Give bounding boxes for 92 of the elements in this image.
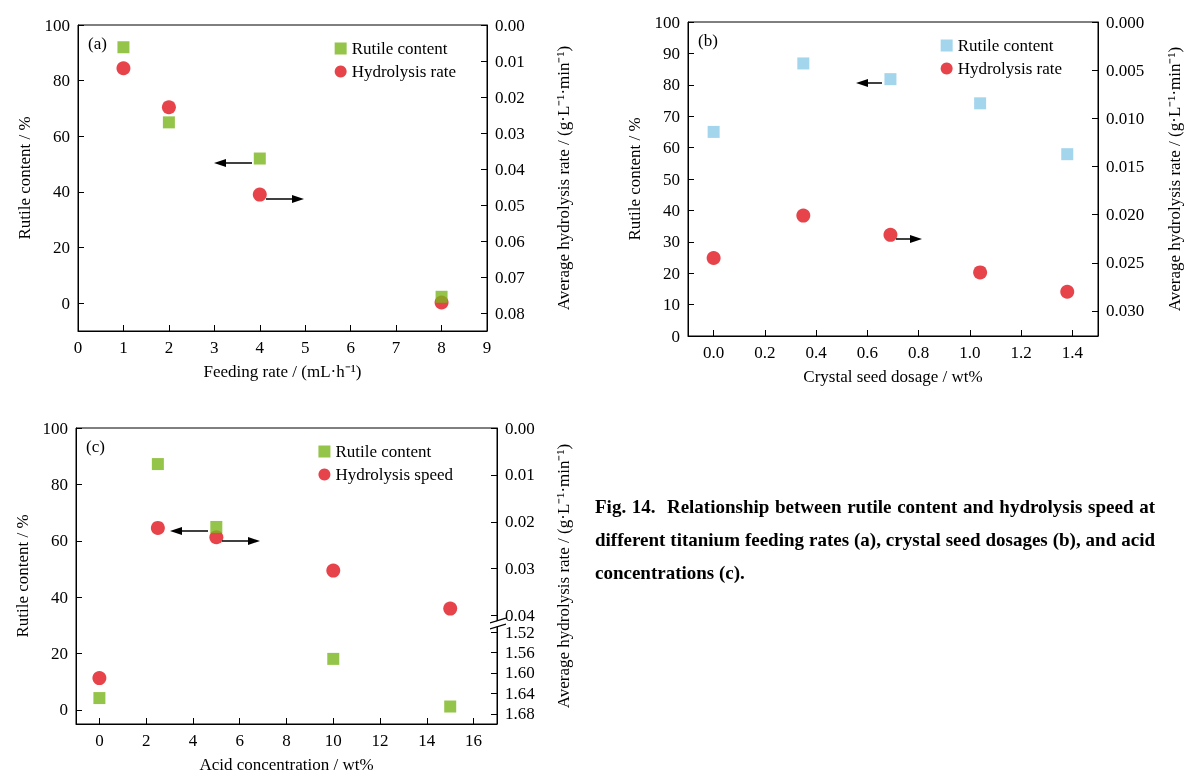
- x-tick-label: 1.2: [1010, 343, 1032, 362]
- x-tick-label: 9: [482, 338, 492, 357]
- x-tick-label: 0: [95, 731, 104, 750]
- y-tick-label: 100: [654, 12, 680, 32]
- y-tick-label: 0: [59, 700, 68, 720]
- y2-axis-title: Average hydrolysis rate / (g·L⁻¹·min⁻¹): [1165, 46, 1184, 312]
- y-tick-label: 100: [42, 418, 68, 438]
- x-tick-label: 14: [418, 731, 436, 750]
- y-tick-label: 60: [53, 126, 70, 146]
- y-tick-label: 20: [51, 644, 68, 664]
- legend-label: Rutile content: [351, 39, 448, 58]
- x-tick-label: 1: [119, 338, 128, 357]
- y2-tick-label: 0.020: [1106, 205, 1145, 225]
- y2-tick-label: 0.00: [495, 15, 525, 35]
- x-tick-label: 3: [210, 338, 219, 357]
- y-tick-label: 20: [663, 263, 680, 283]
- x-tick-label: 0.2: [754, 343, 776, 362]
- x-tick-label: 0.4: [805, 343, 828, 362]
- y-tick-label: 70: [663, 106, 680, 126]
- y2-tick-label: 0.010: [1106, 108, 1145, 128]
- y2-tick-label: 0.005: [1106, 60, 1145, 80]
- y3-tick-label: 1.60: [505, 663, 535, 683]
- y-tick-label: 60: [51, 531, 68, 551]
- y2-tick-label: 0.07: [495, 268, 526, 288]
- y2-tick-label: 0.08: [495, 304, 525, 324]
- annotation: (a): [88, 34, 107, 53]
- y2-tick-label: 0.000: [1106, 12, 1145, 32]
- y-tick-label: 20: [53, 238, 70, 258]
- y-axis-title: Rutile content / %: [625, 117, 644, 241]
- y2-tick-label: 0.01: [505, 465, 535, 485]
- x-axis-title: Feeding rate / (mL·h⁻¹): [203, 362, 362, 381]
- x-tick-label: 10: [324, 731, 342, 750]
- y-tick-label: 30: [663, 232, 680, 252]
- y-tick-label: 100: [44, 15, 70, 35]
- y-axis-title: Rutile content / %: [15, 116, 34, 240]
- y-tick-label: 10: [663, 295, 680, 315]
- legend-label: Hydrolysis speed: [335, 465, 454, 484]
- x-tick-label: 5: [300, 338, 310, 357]
- y-tick-label: 80: [51, 474, 68, 494]
- x-tick-label: 1.0: [959, 343, 981, 362]
- x-tick-label: 8: [437, 338, 446, 357]
- y2-tick-label: 0.015: [1106, 156, 1145, 176]
- y-tick-label: 40: [663, 200, 680, 220]
- legend-label: Hydrolysis rate: [351, 62, 456, 81]
- x-tick-label: 4: [188, 731, 198, 750]
- y2-tick-label: 0.02: [495, 87, 525, 107]
- caption: Fig. 14. Relationship between rutile content and hydrolysis speed at different titanium feeding rates (a), crystal seed dosages (b), and acid concentrations (c).: [595, 495, 1155, 585]
- legend-label: Rutile content: [335, 442, 432, 461]
- y2-axis-title: Average hydrolysis rate / (g·L⁻¹·min⁻¹): [554, 45, 573, 311]
- x-tick-label: 0: [73, 338, 83, 357]
- y2-tick-label: 0.01: [495, 51, 525, 71]
- y-tick-label: 40: [51, 587, 68, 607]
- legend-label: Rutile content: [957, 36, 1054, 55]
- x-tick-label: 16: [465, 731, 483, 750]
- y-tick-label: 80: [53, 71, 70, 91]
- x-tick-label: 4: [255, 338, 265, 357]
- y2-tick-label: 0.030: [1106, 301, 1145, 321]
- y2-tick-label: 0.05: [495, 195, 525, 215]
- y3-tick-label: 1.68: [505, 704, 535, 724]
- x-tick-label: 0.8: [908, 343, 930, 362]
- y-tick-label: 90: [663, 43, 680, 63]
- x-tick-label: 2: [141, 731, 151, 750]
- y-axis-title: Rutile content / %: [13, 514, 32, 638]
- x-tick-label: 6: [346, 338, 355, 357]
- y3-tick-label: 1.64: [505, 683, 536, 703]
- legend-label: Hydrolysis rate: [957, 59, 1062, 78]
- x-tick-label: 0.0: [703, 343, 725, 362]
- y3-tick-label: 1.56: [505, 643, 535, 663]
- y2-tick-label: 0.02: [505, 512, 535, 532]
- y2-tick-label: 0.03: [495, 123, 525, 143]
- y-tick-label: 80: [663, 75, 680, 95]
- annotation: (b): [698, 31, 718, 50]
- x-axis-title: Crystal seed dosage / wt%: [803, 367, 983, 386]
- y2-tick-label: 0.06: [495, 232, 525, 252]
- x-tick-label: 8: [282, 731, 291, 750]
- y-tick-label: 50: [663, 169, 680, 189]
- y2-tick-label: 0.00: [505, 418, 535, 438]
- x-tick-label: 1.4: [1061, 343, 1084, 362]
- y2-tick-label: 0.04: [495, 159, 526, 179]
- x-tick-label: 7: [391, 338, 401, 357]
- x-tick-label: 12: [371, 731, 389, 750]
- annotation: (c): [86, 437, 105, 456]
- y2-tick-label: 0.03: [505, 559, 535, 579]
- y2-tick-label: 0.025: [1106, 253, 1145, 273]
- y-tick-label: 0: [61, 293, 70, 313]
- x-tick-label: 6: [235, 731, 244, 750]
- y-tick-label: 40: [53, 182, 70, 202]
- y-tick-label: 60: [663, 138, 680, 158]
- y2-axis-title: Average hydrolysis rate / (g·L⁻¹·min⁻¹): [554, 443, 573, 709]
- x-tick-label: 2: [164, 338, 174, 357]
- x-tick-label: 0.6: [856, 343, 878, 362]
- x-axis-title: Acid concentration / wt%: [199, 755, 374, 774]
